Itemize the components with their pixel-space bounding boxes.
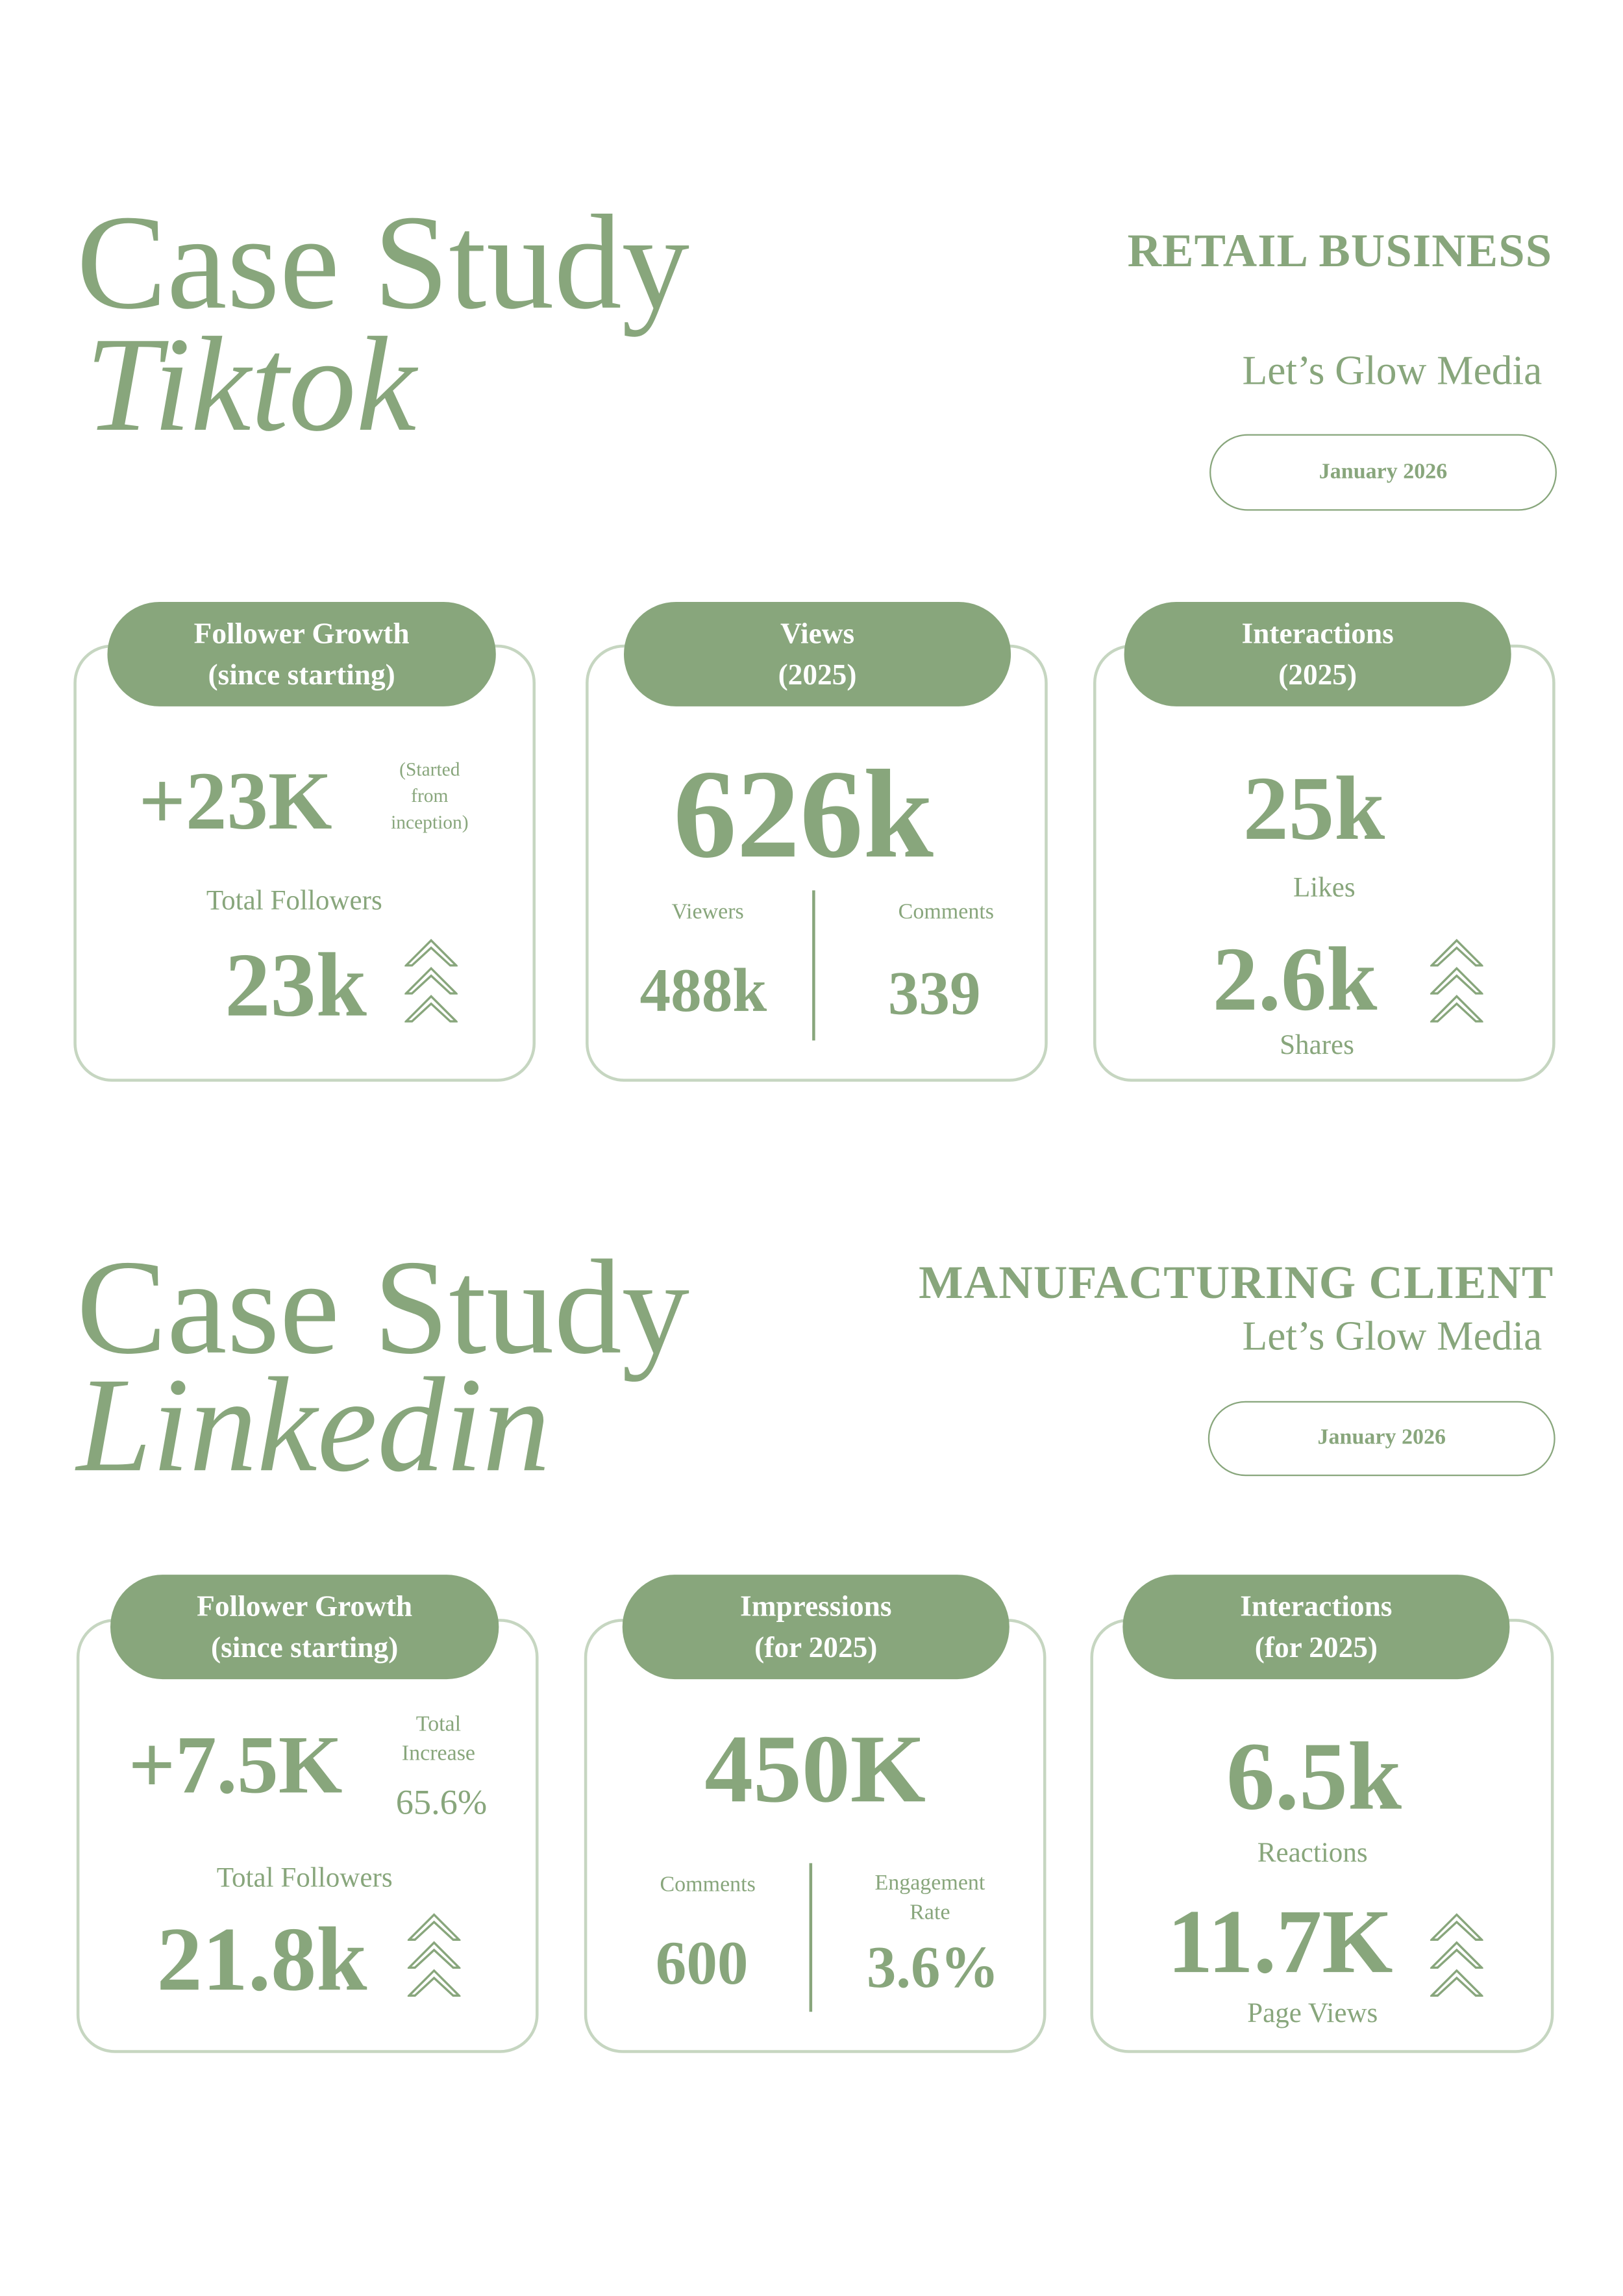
note-line: Increase — [401, 1742, 476, 1766]
tiktok-date-pill: January 2026 — [1209, 434, 1557, 511]
shares-label: Shares — [1280, 1030, 1354, 1062]
header-line2: (since starting) — [208, 658, 395, 692]
tiktok-follower-card-header: Follower Growth (since starting) — [107, 601, 496, 706]
impressions-value: 450K — [704, 1716, 926, 1824]
viewers-label: Viewers — [671, 901, 744, 925]
note-line: Total — [415, 1713, 462, 1737]
tiktok-interactions-card — [1093, 644, 1555, 1082]
viewers-value: 488k — [639, 958, 767, 1026]
label-line: Rate — [910, 1901, 950, 1925]
tiktok-views-card-header: Views (2025) — [623, 601, 1011, 706]
total-followers-value: 23k — [225, 936, 367, 1036]
engagement-rate-label: Engagement Rate — [874, 1869, 985, 1928]
total-followers-label: Total Followers — [216, 1863, 393, 1894]
linkedin-interactions-card-header: Interactions (for 2025) — [1122, 1575, 1510, 1680]
total-followers-value: 21.8k — [156, 1910, 367, 2011]
total-increase-percent: 65.6% — [395, 1784, 488, 1823]
reactions-value: 6.5k — [1226, 1723, 1402, 1831]
divider — [809, 1863, 812, 2012]
comments-label: Comments — [898, 901, 995, 925]
header-line2: (2025) — [778, 658, 857, 692]
tiktok-title-line1: Case Study — [76, 186, 689, 338]
note-line: (Started — [399, 758, 460, 780]
label-line: Engagement — [874, 1871, 985, 1896]
tiktok-views-card — [586, 644, 1048, 1082]
linkedin-follower-card-header: Follower Growth (since starting) — [110, 1575, 499, 1680]
linkedin-follower-card — [76, 1619, 539, 2053]
likes-label: Likes — [1293, 873, 1356, 904]
note-line: from — [411, 784, 449, 807]
views-value: 626k — [673, 743, 934, 885]
header-line2: (for 2025) — [1254, 1631, 1378, 1664]
header-line1: Interactions — [1241, 617, 1394, 650]
comments-label: Comments — [660, 1873, 756, 1897]
header-line2: (2025) — [1278, 658, 1357, 692]
tiktok-client: RETAIL BUSINESS — [1127, 223, 1553, 277]
total-followers-label: Total Followers — [206, 886, 382, 917]
header-line1: Impressions — [740, 1590, 892, 1623]
comments-value: 600 — [655, 1930, 749, 1999]
linkedin-interactions-card — [1090, 1619, 1554, 2053]
triple-chevron-up-icon — [404, 938, 458, 1023]
follower-growth-value: +23K — [138, 756, 332, 848]
note-line: inception) — [391, 810, 469, 833]
comments-value: 339 — [887, 961, 981, 1029]
linkedin-client: MANUFACTURING CLIENT — [919, 1255, 1554, 1308]
likes-value: 25k — [1243, 759, 1385, 860]
page-views-label: Page Views — [1247, 1998, 1378, 2030]
tiktok-interactions-card-header: Interactions (2025) — [1124, 601, 1511, 706]
page-views-value: 11.7K — [1167, 1892, 1393, 1993]
follower-growth-value: +7.5K — [128, 1720, 343, 1812]
total-increase-label: Total Increase — [402, 1710, 475, 1769]
shares-value: 2.6k — [1212, 930, 1378, 1030]
linkedin-date-pill: January 2026 — [1208, 1401, 1555, 1477]
header-line1: Interactions — [1240, 1590, 1393, 1623]
triple-chevron-up-icon — [1430, 938, 1483, 1023]
header-line2: (since starting) — [210, 1631, 399, 1664]
header-line1: Follower Growth — [197, 1590, 413, 1623]
header-line1: Follower Growth — [193, 617, 410, 650]
tiktok-title-line2: Tiktok — [85, 308, 417, 460]
divider — [812, 890, 815, 1041]
tiktok-follower-card — [73, 644, 536, 1082]
linkedin-title-line2: Linkedin — [76, 1349, 551, 1500]
header-line1: Views — [780, 617, 855, 650]
reactions-label: Reactions — [1257, 1838, 1368, 1869]
triple-chevron-up-icon — [1430, 1913, 1483, 1997]
engagement-rate-value: 3.6% — [866, 1934, 999, 2001]
triple-chevron-up-icon — [407, 1913, 461, 1997]
header-line2: (for 2025) — [754, 1631, 878, 1664]
linkedin-agency: Let’s Glow Media — [1242, 1314, 1542, 1360]
linkedin-impressions-card-header: Impressions (for 2025) — [622, 1575, 1010, 1680]
growth-note: (Started from inception) — [391, 756, 468, 836]
tiktok-agency: Let’s Glow Media — [1242, 349, 1542, 395]
linkedin-impressions-card — [584, 1619, 1047, 2053]
linkedin-title-line1: Case Study — [76, 1232, 689, 1382]
